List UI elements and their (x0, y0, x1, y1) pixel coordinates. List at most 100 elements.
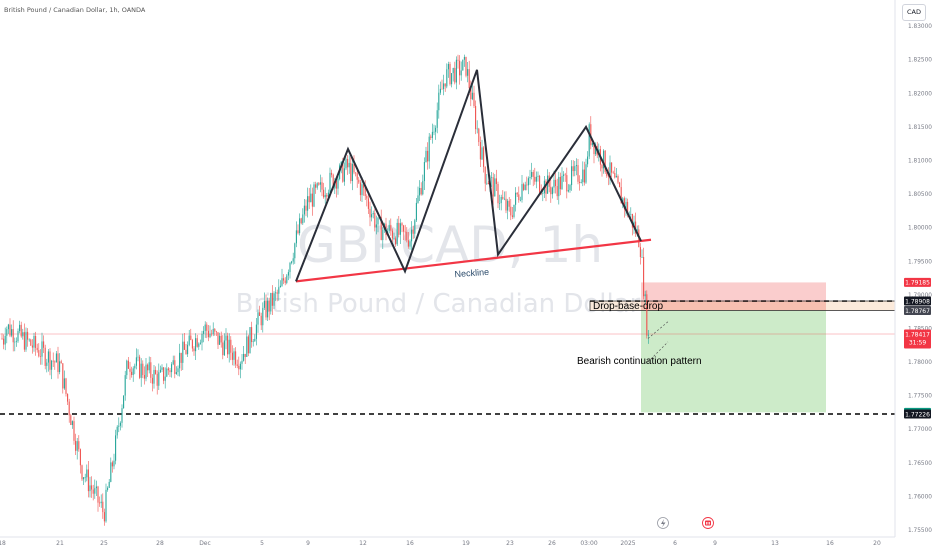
candle-body (244, 353, 246, 357)
candle-body (353, 163, 355, 173)
candle-body (499, 203, 501, 204)
candle-body (91, 485, 93, 490)
y-tick-label: 1.79500 (908, 259, 932, 265)
x-tick-label: 28 (156, 540, 164, 547)
candle-body (639, 247, 641, 258)
candle-body (535, 176, 537, 182)
candle-body (614, 173, 616, 178)
neckline[interactable] (295, 238, 652, 283)
candle-body (391, 230, 393, 239)
candle-body (211, 333, 213, 335)
candle-body (167, 368, 169, 371)
lightning-icon[interactable] (657, 517, 669, 529)
candle-body (30, 339, 32, 346)
candle-body (19, 324, 21, 332)
candle-body (587, 156, 589, 165)
candle-body (417, 195, 419, 203)
flag-lower-line[interactable] (647, 341, 669, 363)
candle-body (327, 192, 329, 197)
candle-body (468, 69, 470, 89)
candle-body (183, 341, 185, 350)
candle-body (235, 351, 237, 365)
candle-body (412, 229, 414, 234)
candle-body (62, 363, 64, 389)
candle-body (603, 150, 605, 169)
candle-body (283, 278, 285, 281)
candle-body (279, 285, 281, 288)
candle-body (507, 200, 509, 211)
candle-body (238, 365, 240, 370)
stop-loss-zone[interactable] (641, 282, 826, 302)
candle-body (617, 176, 619, 183)
candle-body (27, 331, 29, 340)
drop-base-drop-label: Drop-base-drop (593, 301, 663, 312)
candle-body (207, 330, 209, 338)
take-profit-zone[interactable] (641, 310, 826, 413)
candle-body (604, 150, 606, 173)
candle-body (513, 204, 515, 217)
y-tick-label: 1.81500 (908, 125, 932, 131)
candle-body (623, 198, 625, 209)
candle-body (212, 328, 214, 335)
candle-body (318, 183, 320, 185)
candle-body (335, 180, 337, 189)
head-and-shoulders-pattern[interactable] (295, 69, 642, 282)
candle-body (433, 131, 435, 133)
candle-body (92, 489, 94, 494)
candle-body (49, 351, 51, 370)
candle-body (198, 343, 200, 347)
candle-body (326, 194, 328, 197)
x-tick-label: 21 (56, 540, 64, 547)
candle-body (569, 185, 571, 191)
candle-body (107, 487, 109, 490)
candle-body (204, 324, 206, 331)
candle-body (239, 363, 241, 370)
watermark-ticker: GBPCAD, 1h (297, 216, 603, 274)
candle-body (228, 339, 230, 355)
candle-body (403, 225, 405, 232)
candle-body (545, 180, 547, 194)
candle-body (534, 176, 536, 182)
candle-body (430, 136, 432, 138)
candle-body (4, 335, 6, 345)
candle-body (124, 375, 126, 396)
candle-body (358, 179, 360, 183)
y-tick-label: 1.76500 (908, 461, 932, 467)
candle-body (531, 172, 533, 178)
candle-body (262, 307, 264, 326)
candle-body (305, 205, 307, 211)
candle-body (38, 350, 40, 357)
candle-body (182, 341, 184, 363)
candle-body (140, 363, 142, 378)
x-tick-label: 2025 (620, 540, 635, 547)
candle-body (31, 345, 33, 348)
candle-body (94, 488, 96, 494)
candle-body (41, 341, 43, 357)
x-tick-label: 5 (260, 540, 264, 547)
candle-body (231, 352, 233, 360)
candle-body (172, 360, 174, 365)
candle-body (635, 221, 637, 234)
candle-body (299, 218, 301, 234)
calendar-event-icon[interactable] (702, 517, 714, 529)
candle-body (435, 127, 437, 132)
price-axis[interactable]: 1.83000 1.82500 1.82000 1.81500 1.81000 1.805… (894, 0, 932, 550)
candle-body (164, 376, 166, 381)
candle-body (527, 178, 529, 186)
time-axis[interactable]: 18 21 25 28 Dec 5 9 12 16 19 23 26 03:00 2025 6 9 13 16 20 (0, 536, 895, 547)
price-label-value: 1.78767 (905, 308, 930, 315)
candle-body (393, 238, 395, 240)
candle-body (201, 333, 203, 343)
x-tick-label: 12 (359, 540, 367, 547)
candle-body (641, 256, 643, 258)
candle-body (68, 401, 70, 416)
flag-upper-line[interactable] (647, 321, 669, 339)
candle-body (444, 83, 446, 87)
y-tick-label: 1.78000 (908, 360, 932, 366)
candle-body (203, 330, 205, 334)
currency-button[interactable]: CAD (902, 4, 926, 21)
candle-body (151, 377, 153, 384)
candle-body (70, 415, 72, 426)
